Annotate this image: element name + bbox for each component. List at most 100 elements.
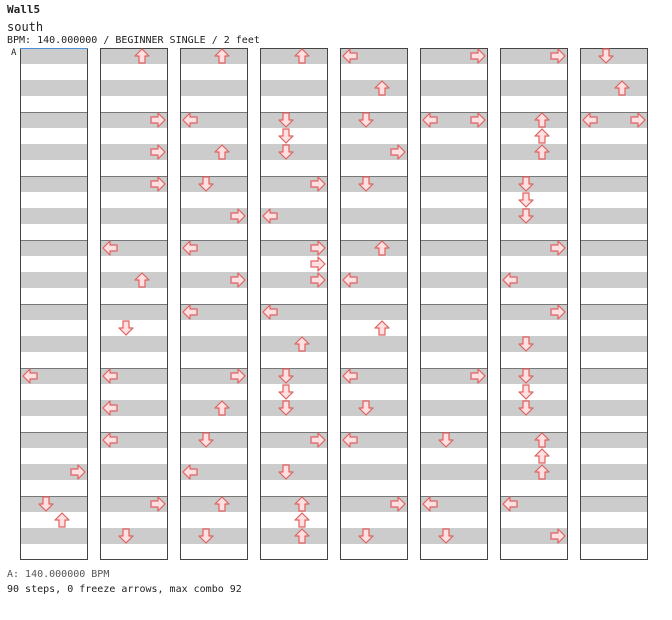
beat-stripe <box>420 240 488 256</box>
beat-stripe <box>420 80 488 96</box>
beat-stripe <box>260 368 328 384</box>
beat-stripe <box>340 240 408 256</box>
arrow-left-icon <box>262 208 278 224</box>
beat-stripe <box>180 48 248 64</box>
beat-stripe <box>180 464 248 480</box>
beat-stripe <box>420 208 488 224</box>
arrow-left-icon <box>102 432 118 448</box>
arrow-left-icon <box>102 400 118 416</box>
bpm-change-line <box>20 48 88 49</box>
arrow-down-icon <box>278 368 294 384</box>
beat-stripe <box>500 336 568 352</box>
arrow-right-icon <box>550 528 566 544</box>
beat-stripe <box>500 432 568 448</box>
beat-stripe <box>580 464 648 480</box>
beat-stripe <box>580 176 648 192</box>
footer-step-stats: 90 steps, 0 freeze arrows, max combo 92 <box>7 584 242 595</box>
beat-stripe <box>580 304 648 320</box>
beat-stripe <box>500 304 568 320</box>
arrow-right-icon <box>550 48 566 64</box>
beat-stripe <box>20 368 88 384</box>
beat-stripe <box>180 176 248 192</box>
beat-stripe <box>580 48 648 64</box>
beat-stripe <box>340 208 408 224</box>
beat-stripe <box>340 496 408 512</box>
chart-column-4 <box>260 48 328 560</box>
beat-stripe <box>420 272 488 288</box>
arrow-right-icon <box>150 112 166 128</box>
arrow-down-icon <box>198 528 214 544</box>
beat-stripe <box>260 208 328 224</box>
arrow-left-icon <box>342 432 358 448</box>
beat-stripe <box>100 368 168 384</box>
beat-stripe <box>580 208 648 224</box>
arrow-right-icon <box>550 304 566 320</box>
beat-stripe <box>180 400 248 416</box>
beat-stripe <box>100 112 168 128</box>
arrow-left-icon <box>342 368 358 384</box>
beat-stripe <box>260 432 328 448</box>
beat-stripe <box>100 528 168 544</box>
arrow-left-icon <box>502 272 518 288</box>
column-border <box>180 48 248 560</box>
arrow-down-icon <box>278 112 294 128</box>
beat-stripe <box>340 144 408 160</box>
beat-stripe <box>420 48 488 64</box>
beat-stripe <box>20 304 88 320</box>
arrow-right-icon <box>310 272 326 288</box>
arrow-down-icon <box>518 336 534 352</box>
arrow-right-icon <box>230 272 246 288</box>
beat-stripe <box>260 80 328 96</box>
arrow-left-icon <box>582 112 598 128</box>
beat-stripe <box>500 112 568 128</box>
arrow-up-icon <box>374 240 390 256</box>
arrow-right-icon <box>70 464 86 480</box>
arrow-down-icon <box>358 112 374 128</box>
beat-stripe <box>500 400 568 416</box>
beat-stripe <box>580 496 648 512</box>
chart-column-7 <box>500 48 568 560</box>
arrow-right-icon <box>390 144 406 160</box>
beat-stripe <box>500 48 568 64</box>
beat-stripe <box>420 112 488 128</box>
beat-stripe <box>100 400 168 416</box>
beat-stripe <box>340 336 408 352</box>
beat-stripe <box>580 368 648 384</box>
arrow-right-icon <box>630 112 646 128</box>
beat-stripe <box>20 464 88 480</box>
arrow-left-icon <box>22 368 38 384</box>
arrow-down-icon <box>518 368 534 384</box>
arrow-right-icon <box>470 112 486 128</box>
arrow-up-icon <box>294 512 310 528</box>
arrow-left-icon <box>342 272 358 288</box>
beat-stripe <box>420 528 488 544</box>
arrow-down-icon <box>518 400 534 416</box>
beat-stripe <box>100 80 168 96</box>
arrow-down-icon <box>198 432 214 448</box>
beat-stripe <box>20 48 88 64</box>
column-border <box>340 48 408 560</box>
arrow-down-icon <box>118 528 134 544</box>
column-border <box>580 48 648 560</box>
arrow-up-icon <box>214 496 230 512</box>
arrow-down-icon <box>358 176 374 192</box>
arrow-up-icon <box>534 432 550 448</box>
beat-stripe <box>180 496 248 512</box>
arrow-up-icon <box>534 112 550 128</box>
beat-stripe <box>580 80 648 96</box>
arrow-left-icon <box>422 496 438 512</box>
arrow-up-icon <box>214 400 230 416</box>
chart-column-3 <box>180 48 248 560</box>
arrow-right-icon <box>310 176 326 192</box>
beat-stripe <box>420 368 488 384</box>
arrow-down-icon <box>278 384 294 400</box>
beat-stripe <box>420 464 488 480</box>
arrow-left-icon <box>182 464 198 480</box>
beat-stripe <box>420 432 488 448</box>
column-border <box>260 48 328 560</box>
beat-stripe <box>20 528 88 544</box>
arrow-right-icon <box>550 240 566 256</box>
beat-stripe <box>260 272 328 288</box>
arrow-down-icon <box>358 400 374 416</box>
chart-column-8 <box>580 48 648 560</box>
